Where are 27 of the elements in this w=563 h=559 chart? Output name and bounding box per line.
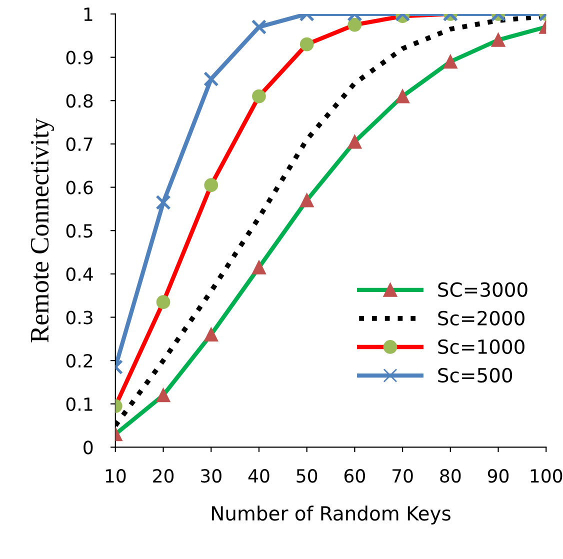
y-tick-label: 0.8 (66, 94, 93, 108)
legend-label: SC=3000 (438, 282, 528, 297)
x-tick-label: 90 (488, 469, 509, 483)
x-axis-title: Number of Random Keys (212, 506, 450, 524)
x-tick-label: 50 (296, 469, 318, 483)
x-tick-label: 20 (153, 469, 174, 483)
y-axis-title: Remote Connectivity (30, 118, 54, 342)
legend-label: Sc=500 (438, 368, 512, 383)
y-tick-label: 0.5 (66, 224, 92, 238)
x-tick-label: 70 (392, 469, 413, 483)
x-tick-label: 80 (440, 469, 461, 483)
x-tick-label: 60 (344, 469, 365, 483)
y-tick-label: 0.9 (66, 50, 93, 64)
y-tick-label: 0 (84, 440, 93, 454)
x-tick-label: 30 (201, 469, 222, 483)
y-tick-label: 0.7 (66, 137, 92, 152)
x-tick-label: 100 (530, 469, 562, 483)
x-tick-label: 40 (248, 469, 270, 483)
legend-label: Sc=1000 (438, 339, 524, 354)
y-tick-label: 0.4 (66, 267, 93, 282)
y-tick-label: 0.1 (66, 397, 92, 411)
y-tick-label: 0.2 (66, 354, 92, 368)
y-tick-label: 0.3 (66, 310, 92, 324)
legend-label: Sc=2000 (438, 310, 524, 326)
y-tick-label: 1 (84, 8, 92, 21)
y-tick-label: 0.6 (66, 180, 93, 194)
x-tick-label: 10 (106, 469, 126, 483)
